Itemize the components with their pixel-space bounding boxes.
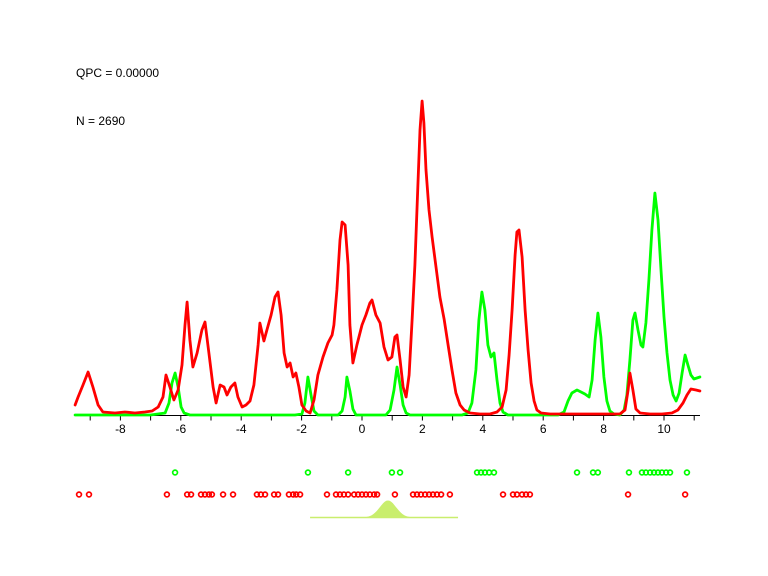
- red-rug-dot: [229, 491, 237, 498]
- x-axis-tick-label: 2: [419, 422, 426, 436]
- x-axis-tick-label: 10: [657, 422, 671, 436]
- green-rug-dot: [573, 469, 581, 476]
- red-rug-dot: [526, 491, 534, 498]
- red-rug-dot: [391, 491, 399, 498]
- red-rug-dot: [253, 491, 261, 498]
- red-rug-dot: [362, 491, 370, 498]
- red-rug-dot: [518, 491, 526, 498]
- green-rug-dot: [388, 469, 396, 476]
- green-rug-dot: [396, 469, 404, 476]
- red-rug-dot: [429, 491, 437, 498]
- red-rug-dot: [344, 491, 352, 498]
- red-rug-dot: [336, 491, 344, 498]
- red-rug-dot: [183, 491, 191, 498]
- red-rug-dot: [163, 491, 171, 498]
- x-axis-tick-label: 8: [600, 422, 607, 436]
- green-rug-dot: [304, 469, 312, 476]
- red-rug-dot: [499, 491, 507, 498]
- red-rug-dot: [205, 491, 213, 498]
- qpc-label: QPC = 0.00000: [76, 66, 160, 80]
- green-rug-dot: [594, 469, 602, 476]
- green-rug-dot: [490, 469, 498, 476]
- red-rug-dot: [370, 491, 378, 498]
- green-rug-dot: [473, 469, 481, 476]
- red-rug-dot: [413, 491, 421, 498]
- red-rug-dot: [350, 491, 358, 498]
- green-rug-dot: [638, 469, 646, 476]
- x-axis-tick-label: -6: [175, 422, 186, 436]
- green-rug-dot: [650, 469, 658, 476]
- red-rug-dot: [522, 491, 530, 498]
- x-axis-tick-label: 6: [540, 422, 547, 436]
- x-axis-tick-label: -4: [236, 422, 247, 436]
- green-rug-dot: [683, 469, 691, 476]
- x-axis-tick-label: -8: [115, 422, 126, 436]
- green-rug-dot: [646, 469, 654, 476]
- red-rug-dot: [85, 491, 93, 498]
- red-rug-dot: [187, 491, 195, 498]
- red-rug-dot: [373, 491, 381, 498]
- red-rug-dot: [292, 491, 300, 498]
- red-rug-dot: [332, 491, 340, 498]
- n-count-label: N = 2690: [76, 114, 126, 128]
- green-rug-dot: [477, 469, 485, 476]
- red-rug-dot: [323, 491, 331, 498]
- red-rug-dot: [624, 491, 632, 498]
- kernel-bump: [363, 500, 413, 518]
- red-rug-dot: [197, 491, 205, 498]
- green-rug-dot: [662, 469, 670, 476]
- red-rug-dot: [354, 491, 362, 498]
- red-rug-dot: [358, 491, 366, 498]
- red-rug-dot: [509, 491, 517, 498]
- green-rug-dot: [654, 469, 662, 476]
- green-rug-dot: [171, 469, 179, 476]
- x-axis-tick-label: -2: [296, 422, 307, 436]
- x-axis-tick-label: 0: [359, 422, 366, 436]
- annotation-block: QPC = 0.00000 N = 2690: [76, 33, 159, 161]
- red-rug-dot: [425, 491, 433, 498]
- red-rug-dot: [421, 491, 429, 498]
- red-density-curve: [73, 99, 702, 416]
- red-rug-dot: [446, 491, 454, 498]
- red-rug-dot: [201, 491, 209, 498]
- red-rug-dot: [289, 491, 297, 498]
- green-rug-dot: [344, 469, 352, 476]
- red-rug-dot: [208, 491, 216, 498]
- red-rug-dot: [681, 491, 689, 498]
- red-rug-dot: [409, 491, 417, 498]
- red-rug-dot: [219, 491, 227, 498]
- x-axis-tick-label: 4: [479, 422, 486, 436]
- red-rug-dot: [270, 491, 278, 498]
- green-rug-dot: [666, 469, 674, 476]
- red-rug-dot: [437, 491, 445, 498]
- red-rug-dot: [513, 491, 521, 498]
- red-rug-dot: [274, 491, 282, 498]
- green-rug-dot: [625, 469, 633, 476]
- red-rug-dot: [261, 491, 269, 498]
- red-rug-dot: [75, 491, 83, 498]
- green-density-curve: [73, 191, 702, 417]
- red-rug-dot: [296, 491, 304, 498]
